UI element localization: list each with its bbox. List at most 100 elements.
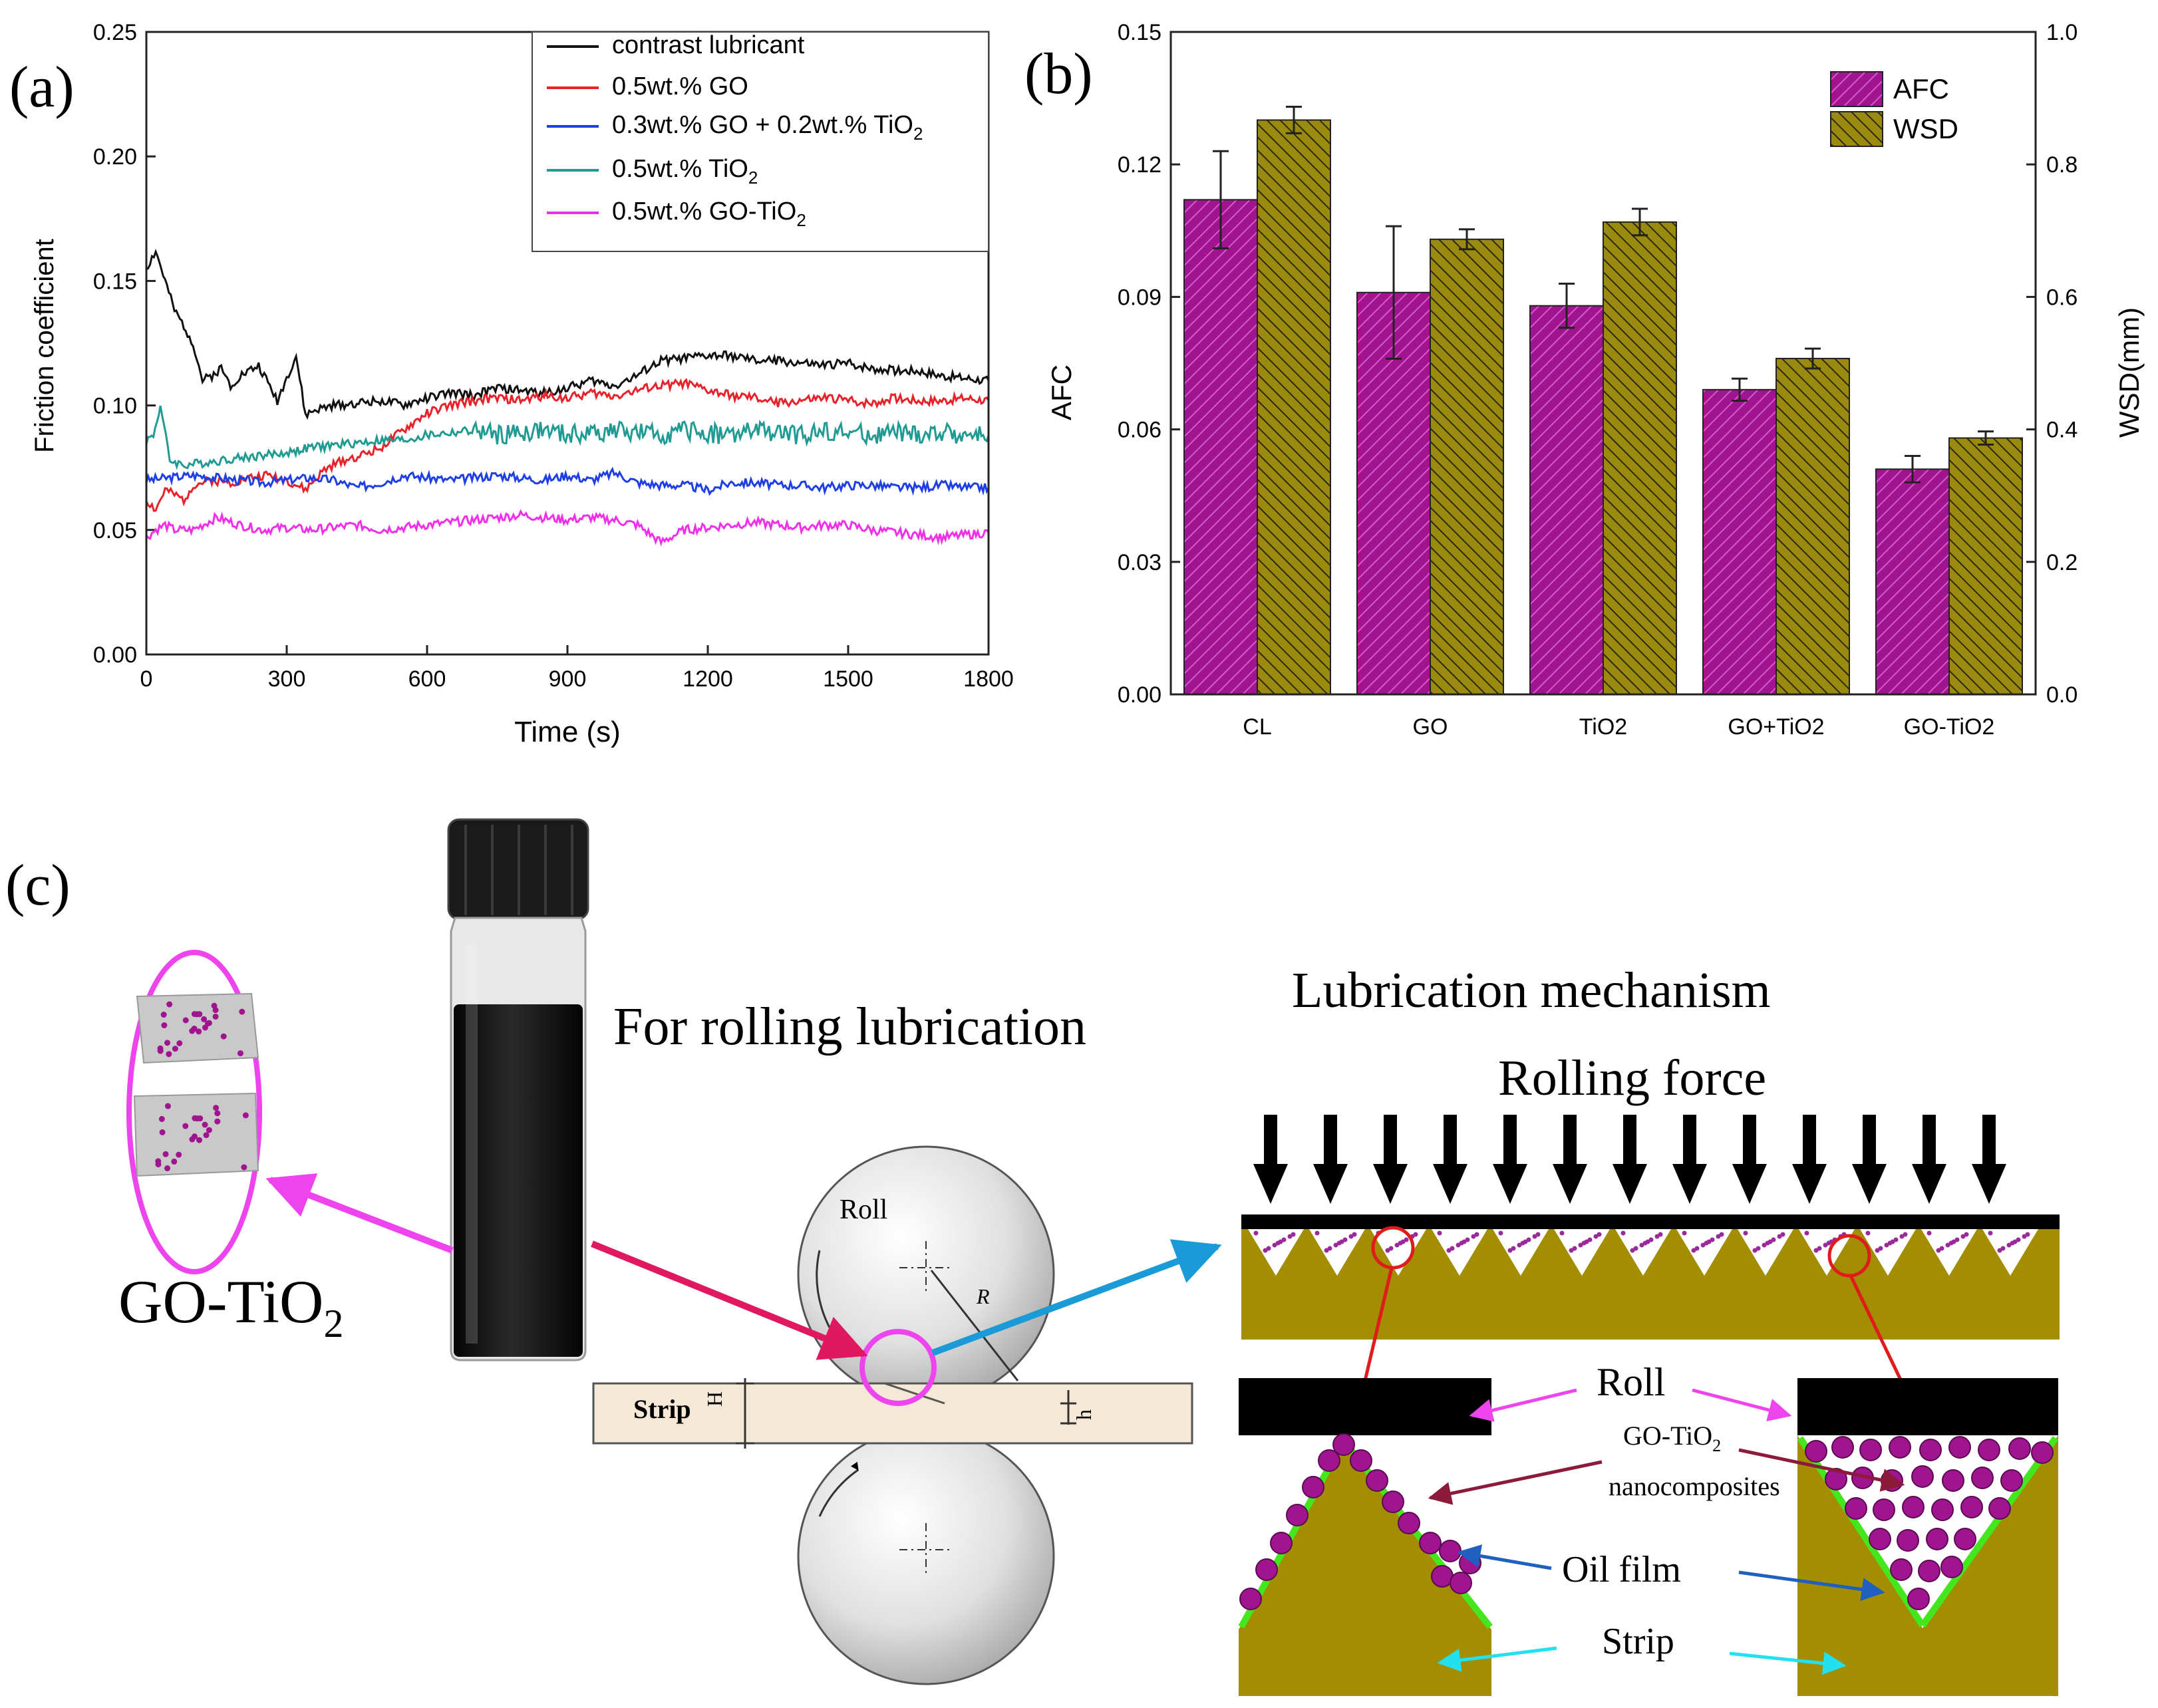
- nanoparticle: [1940, 1556, 1963, 1578]
- legend-label-mix: 0.3wt.% GO + 0.2wt.% TiO2: [612, 111, 923, 144]
- force-arrow: [1623, 1115, 1636, 1165]
- tio2-particle: [220, 1033, 227, 1040]
- nanoparticle: [1239, 1588, 1262, 1610]
- y-tick-label: 0.15: [93, 269, 137, 294]
- tio2-particle: [176, 1151, 182, 1158]
- bottle-liquid: [454, 1004, 583, 1357]
- valley: [1676, 1229, 1732, 1276]
- nanoparticle: [1869, 1528, 1891, 1550]
- bar-wsd-GO-TiO2: [1948, 437, 2023, 695]
- x-tick-label: GO: [1413, 714, 1448, 740]
- particle: [1771, 1237, 1776, 1242]
- particle: [1954, 1237, 1960, 1242]
- nanoparticle: [1926, 1528, 1948, 1550]
- tio2-particle: [196, 1028, 202, 1035]
- zoom-right: [1797, 1378, 2059, 1696]
- particle: [1719, 1232, 1724, 1237]
- particle: [1474, 1232, 1479, 1237]
- roll-label: Roll: [840, 1195, 887, 1225]
- nanoparticle: [1805, 1440, 1827, 1463]
- bar-wsd-GO: [1430, 238, 1504, 695]
- force-arrow: [1803, 1115, 1816, 1165]
- y-tick-label: 0.03: [1118, 550, 1161, 575]
- zoom-circle-left: [1371, 1226, 1415, 1270]
- nanoparticle: [1398, 1512, 1420, 1534]
- tio2-particle: [182, 1123, 189, 1129]
- bar-wsd-TiO2: [1603, 221, 1677, 695]
- upper-roll: [797, 1145, 1055, 1403]
- surface-cross-section: [1241, 1214, 2060, 1340]
- y2-tick-label: 0.4: [2046, 418, 2078, 443]
- particle: [1450, 1246, 1455, 1251]
- particle: [1336, 1240, 1342, 1246]
- particle: [1275, 1240, 1281, 1246]
- particle: [1597, 1232, 1602, 1237]
- particle: [1437, 1230, 1442, 1236]
- zoom-left: [1238, 1378, 1493, 1696]
- valley: [1738, 1229, 1793, 1276]
- valley: [1982, 1229, 2038, 1276]
- force-arrow-head: [1912, 1164, 1946, 1204]
- y2-tick-label: 0.0: [2046, 682, 2078, 708]
- legend-label-wsd: WSD: [1893, 113, 1958, 144]
- nanoparticle: [1332, 1433, 1355, 1456]
- particle: [1682, 1230, 1687, 1236]
- tio2-particle: [203, 1132, 210, 1139]
- tio2-particle: [214, 1118, 221, 1125]
- radius-label: R: [976, 1284, 990, 1308]
- oil-film-right-b: [1919, 1436, 2059, 1628]
- oil-film-left-b: [1341, 1438, 1493, 1630]
- particle: [1704, 1240, 1709, 1246]
- particle: [1633, 1246, 1638, 1251]
- legend-swatch-afc: [1830, 71, 1883, 107]
- nanoparticle: [1988, 1497, 2011, 1520]
- nanoparticle: [1960, 1496, 1983, 1518]
- particle: [1526, 1237, 1531, 1242]
- nanoparticle: [2008, 1437, 2031, 1460]
- go-sheet-top: [136, 992, 259, 1064]
- nanoparticle: [1889, 1436, 1911, 1459]
- nanoparticle: [1942, 1469, 1964, 1492]
- panel-b-frame: [1169, 31, 2037, 696]
- force-arrow-head: [1373, 1164, 1408, 1204]
- zoom-left-roll: [1239, 1378, 1491, 1435]
- tio2-particle: [242, 1112, 249, 1119]
- tio2-particle: [212, 1007, 219, 1014]
- tio2-particle: [196, 1137, 203, 1143]
- particle: [1694, 1246, 1700, 1251]
- valley: [1615, 1229, 1671, 1276]
- structure-ellipse: [126, 950, 262, 1274]
- valley: [1493, 1229, 1549, 1276]
- force-arrow: [1503, 1115, 1517, 1165]
- tio2-particle: [162, 1151, 169, 1157]
- particle: [2000, 1246, 2006, 1251]
- particle: [1893, 1237, 1899, 1242]
- particle: [1743, 1230, 1748, 1236]
- force-arrow-head: [1313, 1164, 1348, 1204]
- particle: [1352, 1232, 1357, 1237]
- radius-line: [930, 1270, 1019, 1381]
- x-tick-label: 0: [140, 666, 153, 692]
- particle: [1642, 1240, 1648, 1246]
- tio2-particle: [237, 1050, 243, 1057]
- nanoparticle: [1919, 1439, 1942, 1461]
- tio2-particle: [182, 1017, 189, 1024]
- valley: [1921, 1229, 1977, 1276]
- particle: [1388, 1246, 1394, 1251]
- bar-afc-GO+TiO2: [1702, 388, 1777, 696]
- x-tick-label: 300: [268, 666, 306, 692]
- valley: [1860, 1229, 1916, 1276]
- particle: [1988, 1230, 1993, 1236]
- force-arrow-head: [1493, 1164, 1527, 1204]
- particle: [1459, 1240, 1464, 1246]
- tio2-particle: [160, 1012, 167, 1018]
- y-tick-label: 0.06: [1118, 418, 1161, 443]
- panel-b-y2label: WSD(mm): [2113, 307, 2145, 438]
- x-tick-label: 900: [549, 666, 587, 692]
- particle: [1314, 1230, 1320, 1236]
- nanoparticle: [1897, 1529, 1919, 1552]
- particle: [1572, 1246, 1577, 1251]
- series-line-cl: [146, 248, 989, 420]
- particle: [1559, 1230, 1565, 1236]
- x-tick-label: 1500: [823, 666, 873, 692]
